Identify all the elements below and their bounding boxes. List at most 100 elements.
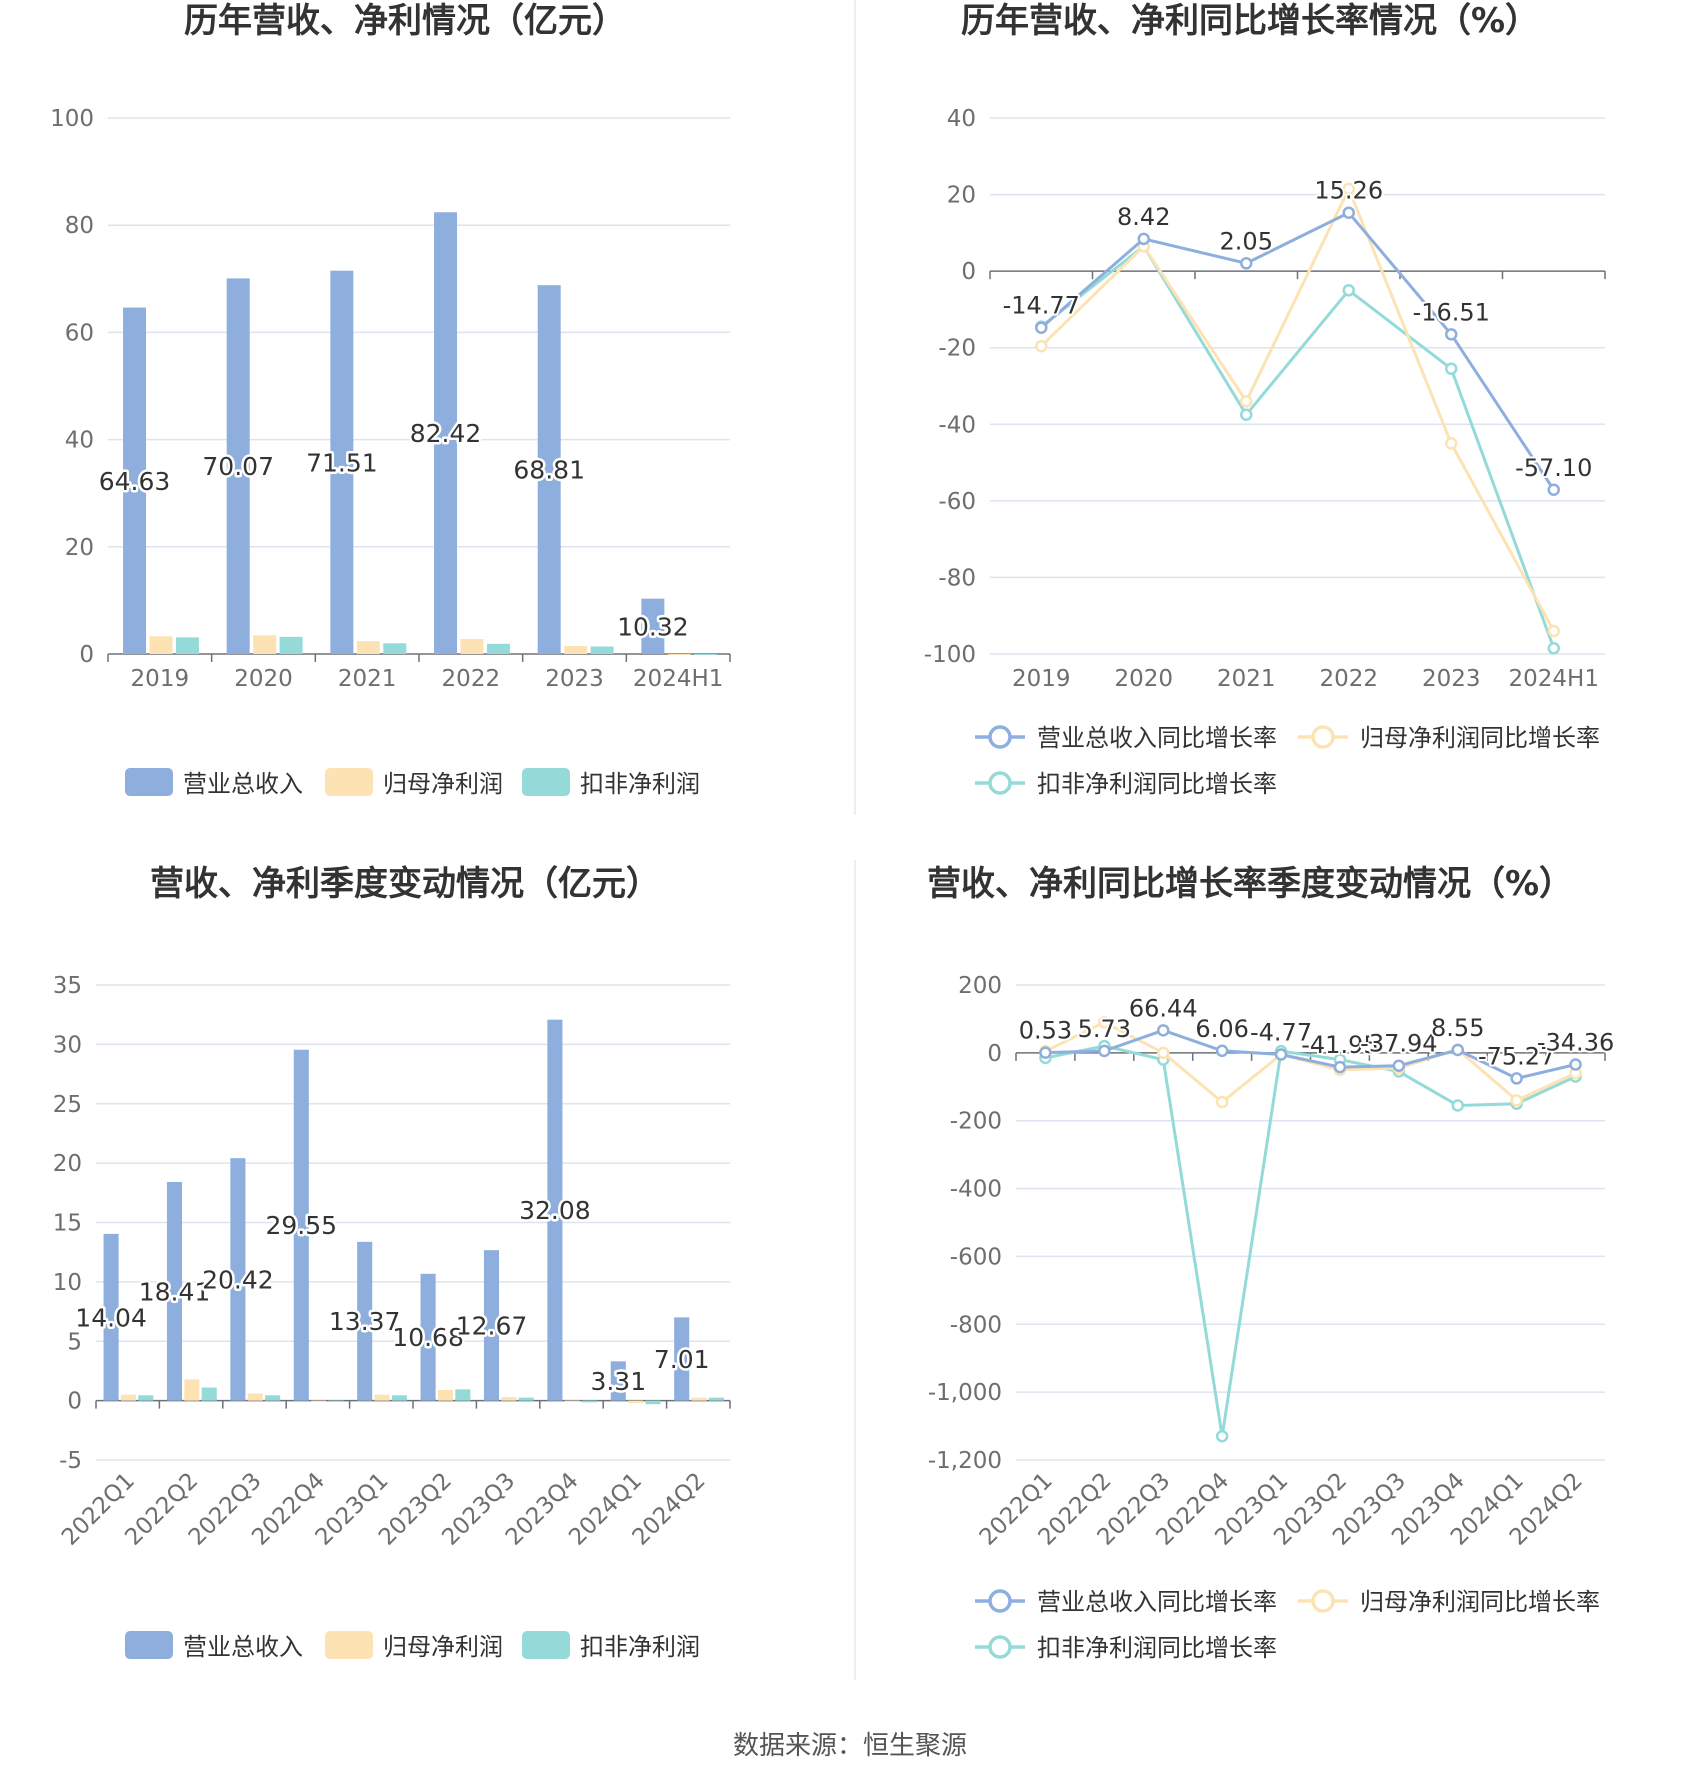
data-point — [1445, 362, 1458, 376]
bar-revenue — [537, 285, 561, 654]
legend-label: 归母净利润 — [383, 1633, 503, 1661]
legend-marker — [1311, 725, 1335, 749]
data-point — [1274, 1048, 1288, 1061]
legend-marker — [988, 1589, 1012, 1613]
y-tick-label: 80 — [65, 213, 94, 239]
y-tick-label: -600 — [950, 1244, 1002, 1270]
data-point — [1451, 1043, 1464, 1057]
data-point — [1547, 624, 1560, 638]
legend-item: 营业总收入同比增长率 — [975, 724, 1277, 752]
data-label: 71.51 — [306, 448, 378, 477]
data-point — [1215, 1044, 1229, 1058]
data-point — [1098, 1016, 1111, 1029]
bar-net-profit — [460, 638, 484, 654]
data-label: 12.67 — [456, 1311, 528, 1340]
bar-net-profit — [564, 1400, 580, 1402]
data-label: -37.94 — [1360, 1030, 1437, 1058]
data-label: 70.07 — [202, 452, 274, 481]
data-label: 32.08 — [519, 1196, 591, 1225]
bar-deducted-profit — [645, 1400, 661, 1405]
y-tick-label: 20 — [53, 1151, 82, 1177]
data-point — [1451, 1099, 1464, 1112]
data-point — [1039, 1046, 1052, 1059]
y-tick-label: 0 — [79, 642, 94, 668]
data-label: -16.51 — [1413, 298, 1490, 326]
legend-label: 归母净利润同比增长率 — [1360, 724, 1600, 752]
data-label: -57.10 — [1515, 454, 1592, 482]
data-label: 14.04 — [75, 1303, 147, 1332]
data-label: 3.31 — [590, 1367, 646, 1396]
x-tick-label: 2019 — [1012, 666, 1071, 692]
x-tick-label: 2024H1 — [633, 666, 723, 692]
data-label: 18.41 — [139, 1277, 211, 1306]
data-point — [1547, 483, 1560, 497]
x-tick-label: 2022 — [1319, 666, 1378, 692]
legend-item: 扣非净利润 — [522, 1631, 700, 1661]
y-tick-label: 20 — [947, 183, 976, 209]
legend-swatch — [125, 1631, 173, 1659]
chart-title: 历年营收、净利同比增长率情况（%） — [961, 1, 1539, 41]
y-tick-label: -800 — [950, 1312, 1002, 1338]
bar-net-profit — [120, 1394, 137, 1401]
legend-item: 归母净利润 — [325, 1631, 503, 1661]
bar-net-profit — [667, 653, 691, 655]
bar-deducted-profit — [265, 1395, 281, 1401]
y-tick-label: 35 — [53, 973, 82, 999]
bar-deducted-profit — [708, 1397, 724, 1401]
data-label: 10.32 — [617, 612, 689, 641]
y-tick-label: -40 — [938, 412, 976, 438]
bar-net-profit — [437, 1389, 454, 1401]
data-label: 2.05 — [1220, 227, 1273, 255]
data-label: 5.73 — [1078, 1015, 1131, 1043]
legend-swatch — [325, 768, 373, 796]
y-tick-label: 0 — [961, 259, 976, 285]
legend: 营业总收入 归母净利润 扣非净利润 — [125, 1631, 700, 1661]
data-label: 8.55 — [1431, 1014, 1484, 1042]
series-line-0 — [1040, 210, 1556, 491]
legend-label: 扣非净利润同比增长率 — [1037, 770, 1277, 798]
y-tick-label: -20 — [938, 336, 976, 362]
bar-deducted-profit — [455, 1389, 471, 1401]
x-tick-label: 2024H1 — [1509, 666, 1599, 692]
chart-title: 历年营收、净利情况（亿元） — [184, 1, 626, 41]
bar-revenue — [674, 1317, 690, 1401]
legend-item: 扣非净利润 — [522, 768, 700, 798]
y-tick-label: 10 — [53, 1270, 82, 1296]
data-point — [1215, 1095, 1229, 1109]
legend-swatch — [522, 1631, 570, 1659]
y-tick-label: 60 — [65, 320, 94, 346]
y-tick-label: 0 — [987, 1041, 1002, 1067]
bar-deducted-profit — [582, 1400, 598, 1403]
data-point — [1445, 437, 1458, 450]
bar-deducted-profit — [383, 643, 407, 654]
bar-deducted-profit — [486, 643, 510, 654]
bar-net-profit — [247, 1393, 263, 1401]
data-label: 13.37 — [329, 1307, 401, 1336]
data-label: 82.42 — [410, 419, 482, 448]
legend-label: 扣非净利润 — [580, 1633, 700, 1661]
y-tick-label: -1,200 — [928, 1448, 1002, 1474]
data-label: 64.63 — [99, 467, 171, 496]
chart-quarterly-revenue-profit: 营收、净利季度变动情况（亿元）-5051015202530352022Q1202… — [53, 864, 731, 1661]
bar-deducted-profit — [175, 637, 199, 654]
series-line-2 — [1045, 1044, 1577, 1437]
y-tick-label: 15 — [53, 1211, 82, 1237]
data-point — [1569, 1058, 1582, 1071]
bar-deducted-profit — [590, 646, 614, 654]
bar-deducted-profit — [279, 636, 303, 654]
data-point — [1157, 1046, 1170, 1060]
legend-label: 营业总收入同比增长率 — [1037, 1588, 1277, 1616]
series-line-1 — [1040, 185, 1556, 632]
data-point — [1547, 642, 1560, 655]
bar-revenue — [230, 1158, 246, 1401]
bar-revenue — [293, 1049, 309, 1401]
data-label: 6.06 — [1195, 1015, 1248, 1043]
data-label: -75.27 — [1478, 1042, 1555, 1070]
x-tick-label: 2023 — [1422, 666, 1481, 692]
bar-revenue — [103, 1233, 119, 1401]
data-label: 68.81 — [513, 456, 585, 485]
y-tick-label: -60 — [938, 489, 976, 515]
bar-net-profit — [311, 1400, 327, 1402]
x-tick-label: 2021 — [1217, 666, 1276, 692]
